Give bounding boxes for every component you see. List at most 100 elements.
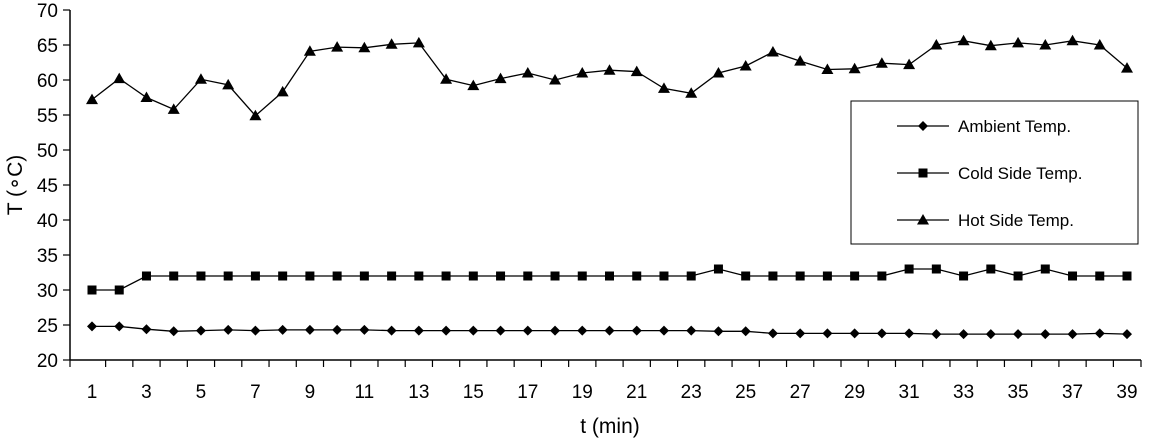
data-point-triangle (1121, 62, 1133, 73)
x-tick-label: 29 (844, 382, 865, 403)
data-point-triangle (875, 57, 888, 68)
data-point-triangle (739, 60, 752, 71)
data-point-square (523, 271, 533, 281)
data-point-diamond (686, 325, 697, 336)
data-point-square (223, 271, 233, 281)
data-point-triangle (276, 85, 289, 97)
data-point-diamond (1122, 329, 1132, 340)
data-point-square (659, 271, 669, 281)
legend-label: Cold Side Temp. (958, 164, 1082, 183)
y-tick-label: 35 (37, 246, 58, 267)
data-point-square (795, 271, 805, 281)
x-tick-label: 3 (141, 382, 152, 403)
data-point-diamond (386, 325, 397, 336)
data-point-square (1068, 271, 1078, 281)
x-tick-label: 9 (305, 382, 316, 403)
data-point-square (332, 271, 342, 281)
data-point-triangle (1093, 39, 1106, 50)
data-point-square (577, 271, 587, 281)
data-point-triangle (140, 91, 153, 102)
data-point-square (414, 271, 424, 281)
data-point-square (822, 271, 832, 281)
data-point-square (741, 271, 751, 281)
data-point-triangle (712, 67, 725, 78)
data-point-triangle (222, 78, 235, 90)
y-tick-label: 55 (37, 106, 58, 127)
data-point-diamond (114, 321, 125, 332)
data-point-diamond (468, 325, 479, 336)
data-point-diamond (1013, 329, 1024, 340)
data-point-square (1122, 271, 1132, 281)
x-tick-label: 19 (572, 382, 593, 403)
x-tick-label: 23 (681, 382, 702, 403)
data-point-diamond (250, 325, 261, 336)
x-tick-label: 5 (196, 382, 207, 403)
data-point-diamond (958, 329, 969, 340)
series-diamond (87, 321, 1132, 340)
data-point-square (169, 271, 179, 281)
data-point-square (441, 271, 451, 281)
data-point-diamond (658, 325, 669, 336)
data-point-triangle (957, 34, 970, 46)
data-point-square (931, 264, 941, 274)
data-point-square (768, 271, 778, 281)
y-axis-title: T (∘C) (4, 155, 27, 216)
data-point-square (114, 285, 124, 295)
data-point-square (359, 271, 369, 281)
y-tick-label: 40 (37, 211, 58, 232)
data-point-diamond (441, 325, 452, 336)
data-point-triangle (194, 73, 207, 84)
data-point-triangle (440, 73, 453, 84)
data-point-triangle (917, 214, 929, 225)
data-point-square (196, 271, 206, 281)
data-point-square (278, 271, 288, 281)
x-tick-label: 17 (517, 382, 538, 403)
y-tick-label: 50 (37, 141, 58, 162)
x-tick-label: 1 (87, 382, 98, 403)
y-tick-label: 60 (37, 71, 58, 92)
data-point-diamond (931, 329, 942, 340)
data-point-square (918, 168, 928, 178)
data-point-triangle (303, 45, 316, 56)
data-point-diamond (223, 324, 234, 335)
data-point-diamond (849, 328, 860, 339)
data-point-triangle (1039, 39, 1052, 50)
data-point-diamond (495, 325, 506, 336)
data-point-triangle (521, 67, 534, 78)
x-tick-label: 15 (463, 382, 484, 403)
data-point-diamond (795, 328, 806, 339)
data-point-square (87, 285, 97, 295)
x-tick-label: 11 (355, 382, 375, 403)
x-tick-label: 21 (626, 382, 647, 403)
data-point-diamond (631, 325, 642, 336)
data-point-diamond (822, 328, 833, 339)
data-point-diamond (876, 328, 887, 339)
series-triangle (86, 34, 1133, 121)
data-point-triangle (549, 74, 562, 85)
x-tick-label: 13 (408, 382, 429, 403)
legend: Ambient Temp. Cold Side Temp. Hot Side Tem… (850, 100, 1139, 245)
data-point-triangle (603, 64, 616, 75)
data-point-square (877, 271, 887, 281)
data-point-diamond (522, 325, 533, 336)
data-point-triangle (685, 87, 698, 98)
data-point-diamond (985, 329, 996, 340)
data-point-triangle (576, 67, 589, 78)
data-point-diamond (577, 325, 588, 336)
data-point-square (468, 271, 478, 281)
x-tick-label: 35 (1007, 382, 1028, 403)
data-point-diamond (413, 325, 424, 336)
data-point-triangle (86, 93, 98, 105)
data-point-triangle (848, 62, 861, 74)
data-point-diamond (918, 121, 928, 131)
data-point-diamond (767, 328, 778, 339)
data-point-diamond (304, 324, 315, 335)
data-point-diamond (332, 324, 343, 335)
data-point-square (713, 264, 723, 274)
data-point-triangle (249, 109, 262, 121)
data-point-diamond (1094, 328, 1105, 339)
data-point-square (686, 271, 696, 281)
data-point-diamond (604, 325, 615, 336)
data-point-square (632, 271, 642, 281)
